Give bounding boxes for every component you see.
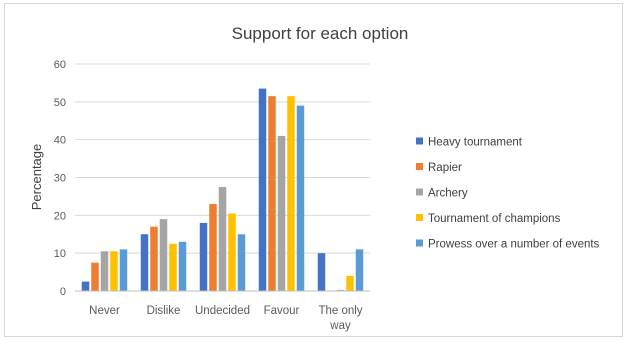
category-label: Dislike — [147, 305, 181, 317]
category-labels: Never Dislike Undecided Favour The only way — [89, 305, 363, 332]
legend-swatch — [416, 239, 423, 247]
bar — [199, 222, 208, 291]
category-label: The only way — [318, 305, 362, 332]
legend-label: Archery — [428, 188, 468, 200]
legend: Heavy tournament Rapier Archery Tournament … — [416, 137, 600, 251]
y-axis-title: Percentage — [29, 144, 44, 211]
bar — [140, 234, 149, 291]
y-tick-label: 30 — [54, 173, 66, 185]
category-label: Undecided — [195, 305, 250, 317]
legend-swatch — [416, 188, 423, 196]
category-label: Never — [89, 305, 120, 317]
bar — [346, 275, 354, 291]
legend-swatch — [416, 137, 423, 145]
bar — [277, 135, 286, 291]
bar — [258, 88, 267, 291]
bar — [100, 251, 109, 291]
bar — [336, 289, 345, 291]
bar — [209, 203, 217, 291]
bar — [110, 251, 118, 291]
y-tick-label: 10 — [54, 248, 66, 260]
bar — [237, 234, 246, 291]
y-tick-label: 40 — [54, 135, 66, 147]
bar — [355, 249, 364, 291]
legend-swatch — [416, 214, 423, 221]
chart-title: Support for each option — [232, 24, 409, 43]
y-tick-label: 50 — [54, 97, 66, 109]
bar — [159, 219, 168, 291]
bar — [91, 262, 99, 291]
bars — [81, 88, 364, 292]
category-label: Favour — [264, 305, 300, 317]
bar — [178, 241, 187, 291]
bar — [169, 243, 177, 291]
bar — [317, 253, 326, 291]
bar — [296, 105, 305, 291]
legend-label: Rapier — [428, 162, 462, 174]
legend-label: Heavy tournament — [428, 137, 523, 149]
legend-label: Tournament of champions — [428, 213, 561, 225]
bar — [218, 186, 227, 291]
y-tick-label: 0 — [60, 286, 66, 298]
legend-label: Prowess over a number of events — [428, 239, 600, 251]
legend-swatch — [416, 163, 423, 170]
bar — [228, 213, 236, 291]
bar — [119, 249, 128, 291]
y-axis-ticks: 0 10 20 30 40 50 60 — [54, 59, 66, 298]
bar — [150, 226, 158, 291]
bar — [287, 96, 295, 292]
bar — [81, 281, 90, 291]
y-tick-label: 60 — [54, 59, 66, 71]
bar — [268, 96, 276, 292]
y-tick-label: 20 — [54, 210, 66, 222]
